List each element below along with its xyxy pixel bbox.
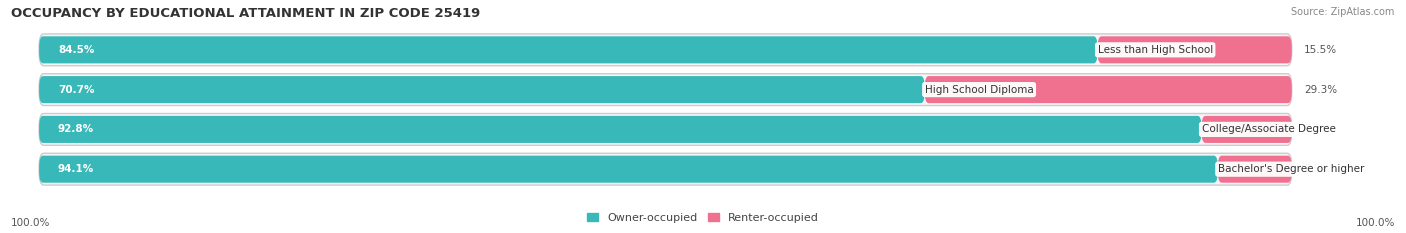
Text: 92.8%: 92.8% (58, 124, 94, 134)
Text: Less than High School: Less than High School (1098, 45, 1213, 55)
Text: 7.2%: 7.2% (1305, 124, 1330, 134)
FancyBboxPatch shape (39, 113, 1292, 145)
Text: OCCUPANCY BY EDUCATIONAL ATTAINMENT IN ZIP CODE 25419: OCCUPANCY BY EDUCATIONAL ATTAINMENT IN Z… (11, 7, 481, 20)
Text: 84.5%: 84.5% (58, 45, 94, 55)
FancyBboxPatch shape (1098, 36, 1292, 63)
FancyBboxPatch shape (1202, 116, 1292, 143)
FancyBboxPatch shape (39, 156, 1218, 183)
Legend: Owner-occupied, Renter-occupied: Owner-occupied, Renter-occupied (582, 209, 824, 227)
Text: 70.7%: 70.7% (58, 85, 94, 95)
Text: 15.5%: 15.5% (1305, 45, 1337, 55)
Text: 94.1%: 94.1% (58, 164, 94, 174)
Text: 100.0%: 100.0% (11, 218, 51, 228)
FancyBboxPatch shape (39, 74, 1292, 106)
FancyBboxPatch shape (39, 36, 1098, 63)
Text: 100.0%: 100.0% (1355, 218, 1395, 228)
FancyBboxPatch shape (39, 153, 1292, 185)
Text: High School Diploma: High School Diploma (925, 85, 1033, 95)
Text: Source: ZipAtlas.com: Source: ZipAtlas.com (1291, 7, 1395, 17)
FancyBboxPatch shape (39, 76, 925, 103)
Text: College/Associate Degree: College/Associate Degree (1202, 124, 1336, 134)
Text: Bachelor's Degree or higher: Bachelor's Degree or higher (1218, 164, 1364, 174)
FancyBboxPatch shape (39, 116, 1202, 143)
Text: 5.9%: 5.9% (1305, 164, 1330, 174)
FancyBboxPatch shape (1218, 156, 1292, 183)
FancyBboxPatch shape (39, 34, 1292, 66)
FancyBboxPatch shape (925, 76, 1292, 103)
Text: 29.3%: 29.3% (1305, 85, 1337, 95)
